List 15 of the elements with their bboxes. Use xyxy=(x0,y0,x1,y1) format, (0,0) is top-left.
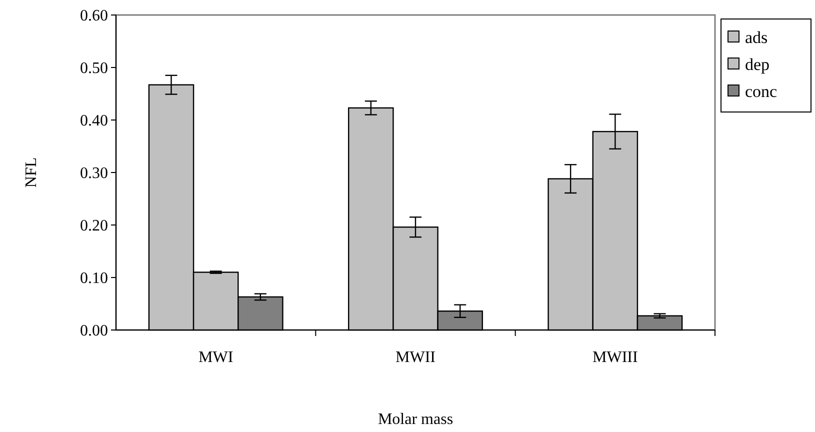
y-tick-label: 0.30 xyxy=(80,165,108,182)
legend-label: conc xyxy=(745,82,778,101)
y-tick-label: 0.60 xyxy=(80,8,108,25)
y-tick-label: 0.00 xyxy=(80,322,108,340)
x-tick-label: MWII xyxy=(396,349,436,366)
x-tick-label: MWIII xyxy=(592,349,638,366)
x-axis-title: Molar mass xyxy=(378,411,454,428)
x-tick-label: MWI xyxy=(198,349,234,366)
y-axis-title: NFL xyxy=(23,157,40,188)
y-tick-label: 0.50 xyxy=(80,60,108,78)
y-tick-label: 0.20 xyxy=(80,218,108,235)
y-tick-label: 0.40 xyxy=(80,112,108,130)
y-tick-label: 0.10 xyxy=(80,270,108,288)
legend-label: ads xyxy=(745,28,768,47)
legend-label: dep xyxy=(745,54,770,74)
